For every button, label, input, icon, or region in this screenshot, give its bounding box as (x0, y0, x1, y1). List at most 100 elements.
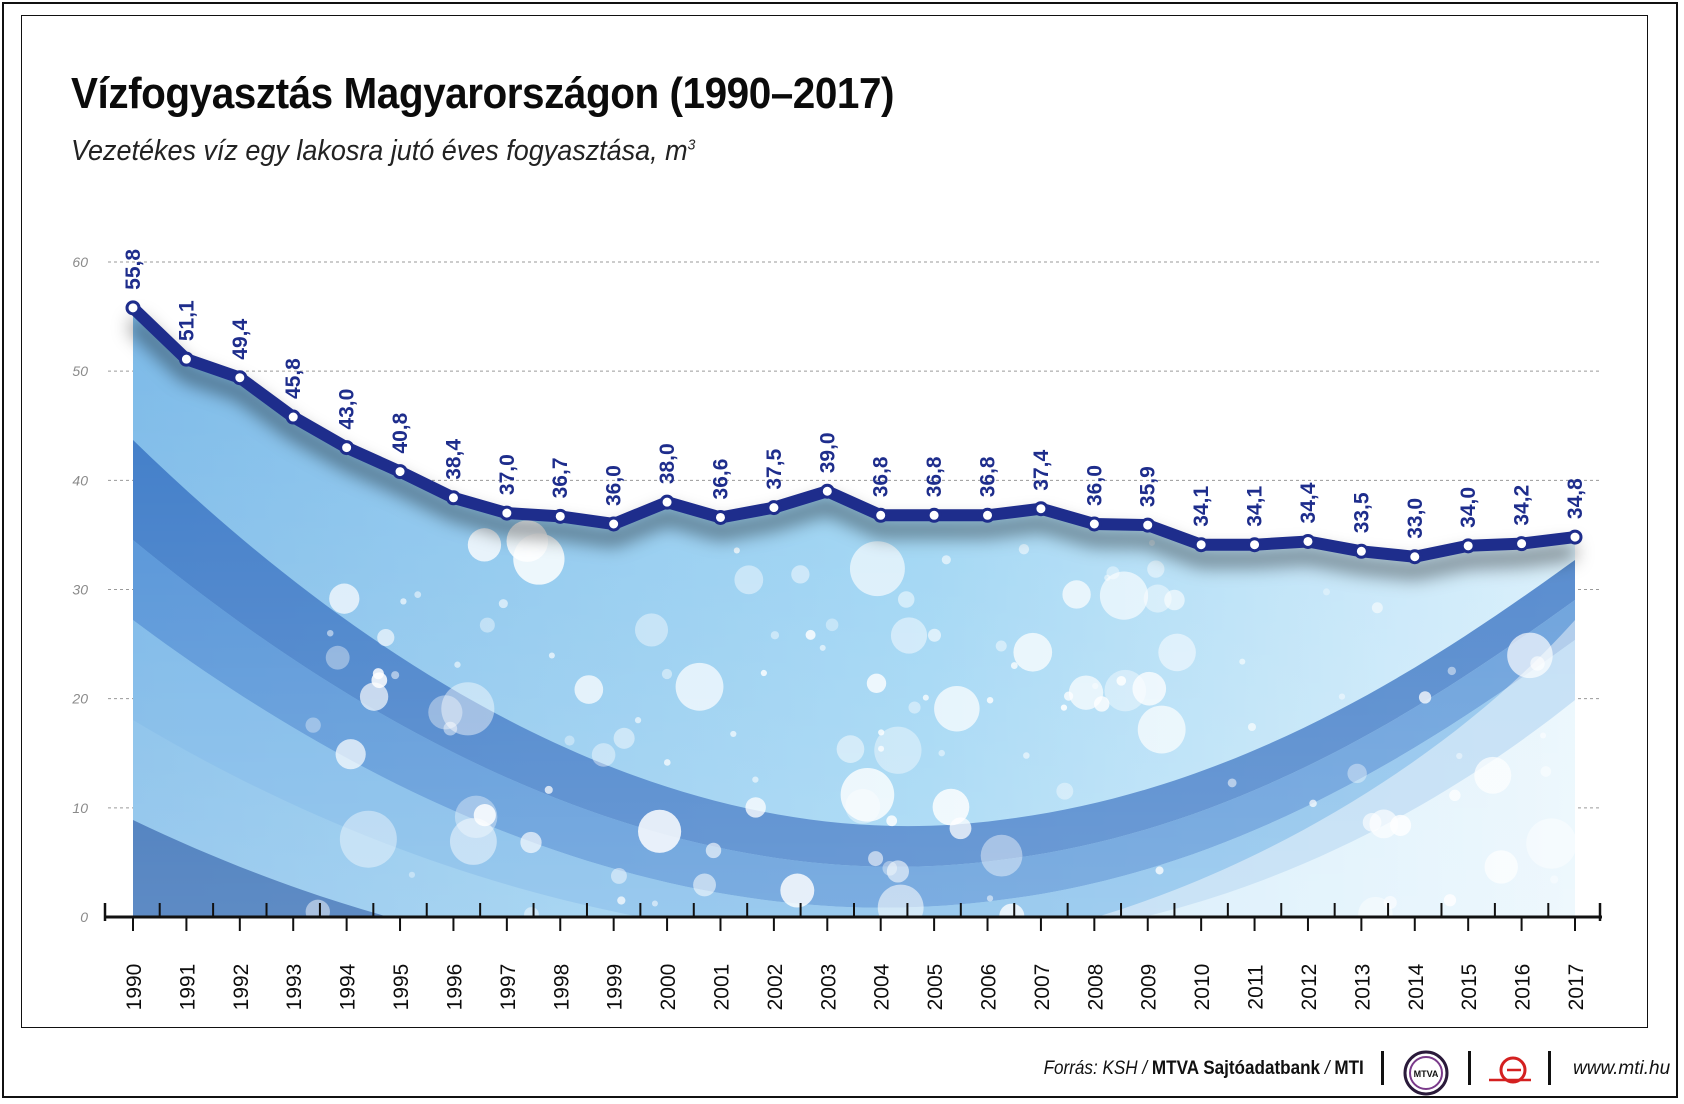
x-tick-label: 2017 (1565, 964, 1588, 1011)
x-tick-label: 2012 (1298, 964, 1321, 1011)
mtva-logo: MTVA (1403, 1050, 1449, 1096)
x-tick-label: 2001 (710, 964, 733, 1011)
x-tick-label: 2003 (817, 964, 840, 1011)
x-tick-label: 2016 (1512, 964, 1535, 1011)
x-tick-label: 2005 (924, 964, 947, 1011)
data-point (392, 464, 408, 480)
data-point (178, 351, 194, 367)
data-label: 34,8 (1564, 478, 1587, 519)
data-label: 33,5 (1350, 492, 1373, 533)
footer-separator (1548, 1051, 1551, 1085)
data-point (1193, 537, 1209, 553)
data-label: 38,0 (656, 443, 679, 484)
data-label: 34,4 (1297, 482, 1320, 523)
data-label: 34,2 (1511, 485, 1534, 526)
y-tick-label: 60 (72, 254, 88, 270)
data-point (232, 370, 248, 386)
source-text: Forrás: KSH / MTVA Sajtóadatbank / MTI (1044, 1058, 1364, 1080)
source-bold: MTVA Sajtóadatbank (1152, 1058, 1321, 1079)
data-point (499, 505, 515, 521)
mti-logo (1489, 1056, 1531, 1084)
line-shadow (127, 316, 1576, 579)
data-label: 55,8 (122, 249, 145, 290)
data-point (1567, 529, 1583, 545)
data-label: 35,9 (1137, 466, 1160, 507)
data-point (1086, 516, 1102, 532)
data-point (873, 507, 889, 523)
x-tick-label: 1995 (390, 964, 413, 1011)
source-end: MTI (1334, 1058, 1364, 1079)
mtva-logo-text: MTVA (1414, 1069, 1439, 1079)
y-tick-label: 0 (80, 909, 88, 925)
subtitle-superscript: 3 (687, 136, 696, 154)
data-point (980, 507, 996, 523)
x-tick-label: 1994 (337, 963, 360, 1010)
x-tick-label: 2015 (1458, 964, 1481, 1011)
x-tick-label: 2011 (1245, 964, 1268, 1009)
x-tick-label: 2013 (1351, 964, 1374, 1011)
data-point (339, 440, 355, 456)
data-point (712, 509, 728, 525)
x-tick-label: 2002 (764, 964, 787, 1011)
data-label: 36,6 (709, 459, 732, 500)
data-label: 34,1 (1190, 486, 1213, 527)
data-point (926, 507, 942, 523)
y-tick-label: 20 (71, 691, 88, 707)
subtitle-text: Vezetékes víz egy lakosra jutó éves fogy… (71, 135, 688, 167)
series-line (127, 301, 1581, 563)
x-tick-label: 2009 (1138, 964, 1161, 1011)
chart-title: Vízfogyasztás Magyarországon (1990–2017) (71, 69, 895, 118)
y-tick-label: 40 (72, 472, 88, 488)
x-tick-label: 1992 (230, 964, 253, 1011)
x-tick-label: 1999 (604, 964, 627, 1011)
data-label: 38,4 (442, 439, 465, 480)
data-point (552, 508, 568, 524)
data-label: 36,0 (1083, 465, 1106, 506)
data-point (125, 300, 141, 316)
data-label: 34,0 (1457, 487, 1480, 528)
x-tick-label: 2004 (871, 963, 894, 1010)
y-tick-label: 10 (72, 800, 88, 816)
website-url: www.mti.hu (1573, 1058, 1671, 1079)
x-tick-label: 2008 (1084, 964, 1107, 1011)
data-point (819, 483, 835, 499)
footer-separator (1381, 1051, 1384, 1085)
source-prefix: Forrás: KSH / (1043, 1058, 1153, 1079)
x-tick-label: 1997 (497, 964, 520, 1011)
data-label: 40,8 (389, 412, 412, 453)
data-point (1460, 538, 1476, 554)
data-label: 43,0 (336, 389, 359, 430)
x-tick-label: 1993 (283, 964, 306, 1011)
x-tick-label: 2014 (1405, 963, 1428, 1010)
data-point (445, 490, 461, 506)
data-point (1300, 533, 1316, 549)
data-point (606, 516, 622, 532)
data-label: 36,0 (603, 465, 626, 506)
data-point (1140, 517, 1156, 533)
data-label: 37,4 (1030, 450, 1053, 491)
data-point (1514, 536, 1530, 552)
data-label: 49,4 (229, 319, 252, 360)
data-label: 36,8 (977, 456, 1000, 497)
data-point (1033, 501, 1049, 517)
data-point (1353, 543, 1369, 559)
data-labels: 55,8 51,1 49,4 45,8 43,0 40,8 38,4 37,0 36,7 36,0… (122, 249, 1587, 539)
data-label: 39,0 (816, 432, 839, 473)
footer-separator (1468, 1051, 1471, 1085)
data-label: 36,8 (870, 456, 893, 497)
data-point (285, 409, 301, 425)
source-mid: / (1320, 1058, 1335, 1079)
x-axis-tick-labels: 1990 1991 1992 1993 1994 1995 1996 1997 1998 1999… (123, 963, 1588, 1010)
data-label: 37,0 (496, 454, 519, 495)
data-label: 34,1 (1244, 486, 1267, 527)
x-tick-label: 2006 (978, 964, 1001, 1011)
footer: Forrás: KSH / MTVA Sajtóadatbank / MTI M… (0, 1050, 1684, 1096)
x-tick-label: 1996 (443, 964, 466, 1011)
data-point (659, 494, 675, 510)
data-point (1407, 549, 1423, 565)
area-highlight (133, 307, 1575, 917)
chart-subtitle: Vezetékes víz egy lakosra jutó éves fogy… (71, 135, 695, 168)
data-label: 37,5 (763, 448, 786, 489)
data-label: 36,7 (549, 457, 572, 498)
data-points (125, 300, 1583, 565)
